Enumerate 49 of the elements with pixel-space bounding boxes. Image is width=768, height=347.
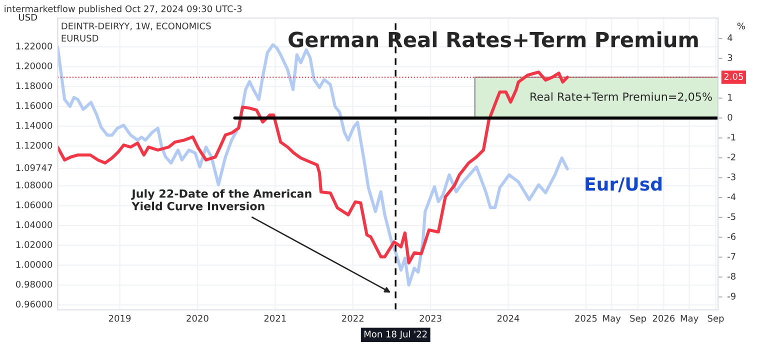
y2-tick-label: 4 <box>728 34 732 42</box>
ref-line-label: Mon 18 Jul '22 <box>364 330 427 340</box>
y2-tick-label: -3 <box>728 173 736 180</box>
x-tick-label: Sep <box>708 314 724 324</box>
y-tick-label: 0.96000 <box>16 300 52 308</box>
text: intermarketflow published Oct 27, 2024 09:30 UTC-3 <box>4 5 242 14</box>
x-tick-label: 2020 <box>186 314 208 322</box>
y2-tick-label: -5 <box>728 213 736 220</box>
y-tick-label: 1.02000 <box>16 241 52 248</box>
x-tick-label: 2022 <box>342 314 364 322</box>
y-tick-label: 1.18000 <box>16 82 52 90</box>
y2-tick-label: 0 <box>728 114 732 121</box>
y2-tick-label: -8 <box>728 272 736 280</box>
x-tick-label: 2019 <box>108 314 131 322</box>
x-tick-label: 2024 <box>497 314 520 322</box>
text: DEINTR-DEIRYY, 1W, ECONOMICS EURUSD <box>62 22 211 42</box>
y2-tick-label: -1 <box>728 134 736 140</box>
y-tick-label: 1.04000 <box>16 221 52 228</box>
y2-tick-label: -2 <box>728 154 736 160</box>
y-tick-label: 1.22000 <box>16 42 52 50</box>
text: German Real Rates+Term Premium <box>288 31 698 48</box>
x-tick-label: 2026 <box>652 314 675 322</box>
x-tick-label: May <box>680 315 698 324</box>
x-tick-label: Sep <box>630 314 646 324</box>
y-tick-label: 1.09747 <box>16 164 52 172</box>
y-tick-label: 1.12000 <box>16 142 52 149</box>
y-tick-label: 1.08000 <box>16 182 52 188</box>
x-tick-label: 2023 <box>420 314 442 322</box>
y2-tick-label: -9 <box>728 292 736 300</box>
y2-axis-title: % <box>737 22 745 30</box>
x-tick-label: 2021 <box>264 314 286 322</box>
ref-line-label: 2.05 <box>724 73 743 80</box>
series-label: Eur/Usd <box>586 176 662 192</box>
annotation: July 22-Date of the American Yield Curve Inversion <box>131 189 312 210</box>
y2-tick-label: -6 <box>728 233 736 240</box>
y-tick-label: 1.14000 <box>16 122 52 129</box>
x-tick-label: 2025 <box>575 314 597 322</box>
y2-tick-label: -7 <box>728 253 736 260</box>
y-tick-label: 1.06000 <box>16 201 52 208</box>
y-tick-label: 1.16000 <box>16 102 52 110</box>
x-tick-label: May <box>603 315 621 324</box>
y-tick-label: 1.20000 <box>16 62 52 70</box>
y-axis-title: USD <box>19 14 37 21</box>
y2-tick-label: -4 <box>728 193 736 200</box>
y2-tick-label: 1 <box>728 94 732 101</box>
y-tick-label: 1.00000 <box>16 260 52 268</box>
y-tick-label: 0.98000 <box>16 280 52 288</box>
series-label: Real Rate+Term Premiun=2,05% <box>530 92 712 102</box>
y2-tick-label: 3 <box>728 54 732 62</box>
